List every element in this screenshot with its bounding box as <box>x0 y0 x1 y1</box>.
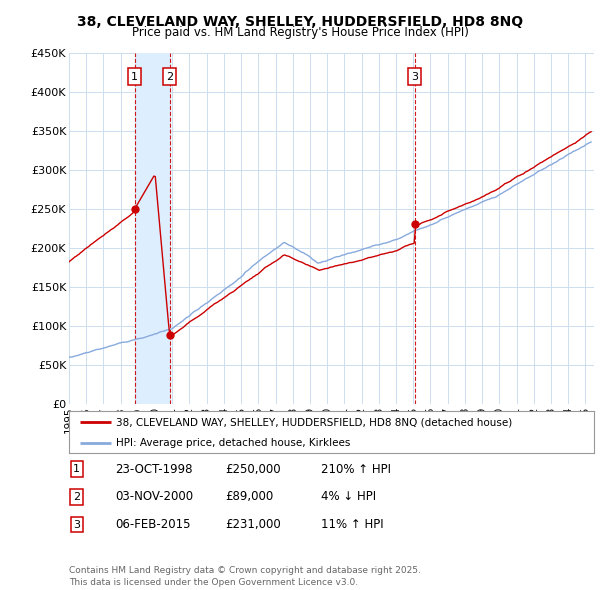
Text: Contains HM Land Registry data © Crown copyright and database right 2025.
This d: Contains HM Land Registry data © Crown c… <box>69 566 421 587</box>
Bar <box>134 53 170 404</box>
Text: 1: 1 <box>131 71 138 81</box>
Text: 23-OCT-1998: 23-OCT-1998 <box>115 463 193 476</box>
Text: 2: 2 <box>73 492 80 502</box>
Text: 1: 1 <box>73 464 80 474</box>
Text: £89,000: £89,000 <box>225 490 273 503</box>
Text: 3: 3 <box>412 71 418 81</box>
Text: 4% ↓ HPI: 4% ↓ HPI <box>321 490 376 503</box>
Text: 03-NOV-2000: 03-NOV-2000 <box>115 490 193 503</box>
Text: 06-FEB-2015: 06-FEB-2015 <box>115 518 191 531</box>
Text: 38, CLEVELAND WAY, SHELLEY, HUDDERSFIELD, HD8 8NQ (detached house): 38, CLEVELAND WAY, SHELLEY, HUDDERSFIELD… <box>116 417 512 427</box>
Text: 3: 3 <box>73 520 80 529</box>
Text: 11% ↑ HPI: 11% ↑ HPI <box>321 518 383 531</box>
Text: HPI: Average price, detached house, Kirklees: HPI: Average price, detached house, Kirk… <box>116 438 350 447</box>
Text: Price paid vs. HM Land Registry's House Price Index (HPI): Price paid vs. HM Land Registry's House … <box>131 26 469 39</box>
Text: 38, CLEVELAND WAY, SHELLEY, HUDDERSFIELD, HD8 8NQ: 38, CLEVELAND WAY, SHELLEY, HUDDERSFIELD… <box>77 15 523 30</box>
Text: 2: 2 <box>166 71 173 81</box>
Text: £250,000: £250,000 <box>225 463 281 476</box>
Text: 210% ↑ HPI: 210% ↑ HPI <box>321 463 391 476</box>
Text: £231,000: £231,000 <box>225 518 281 531</box>
